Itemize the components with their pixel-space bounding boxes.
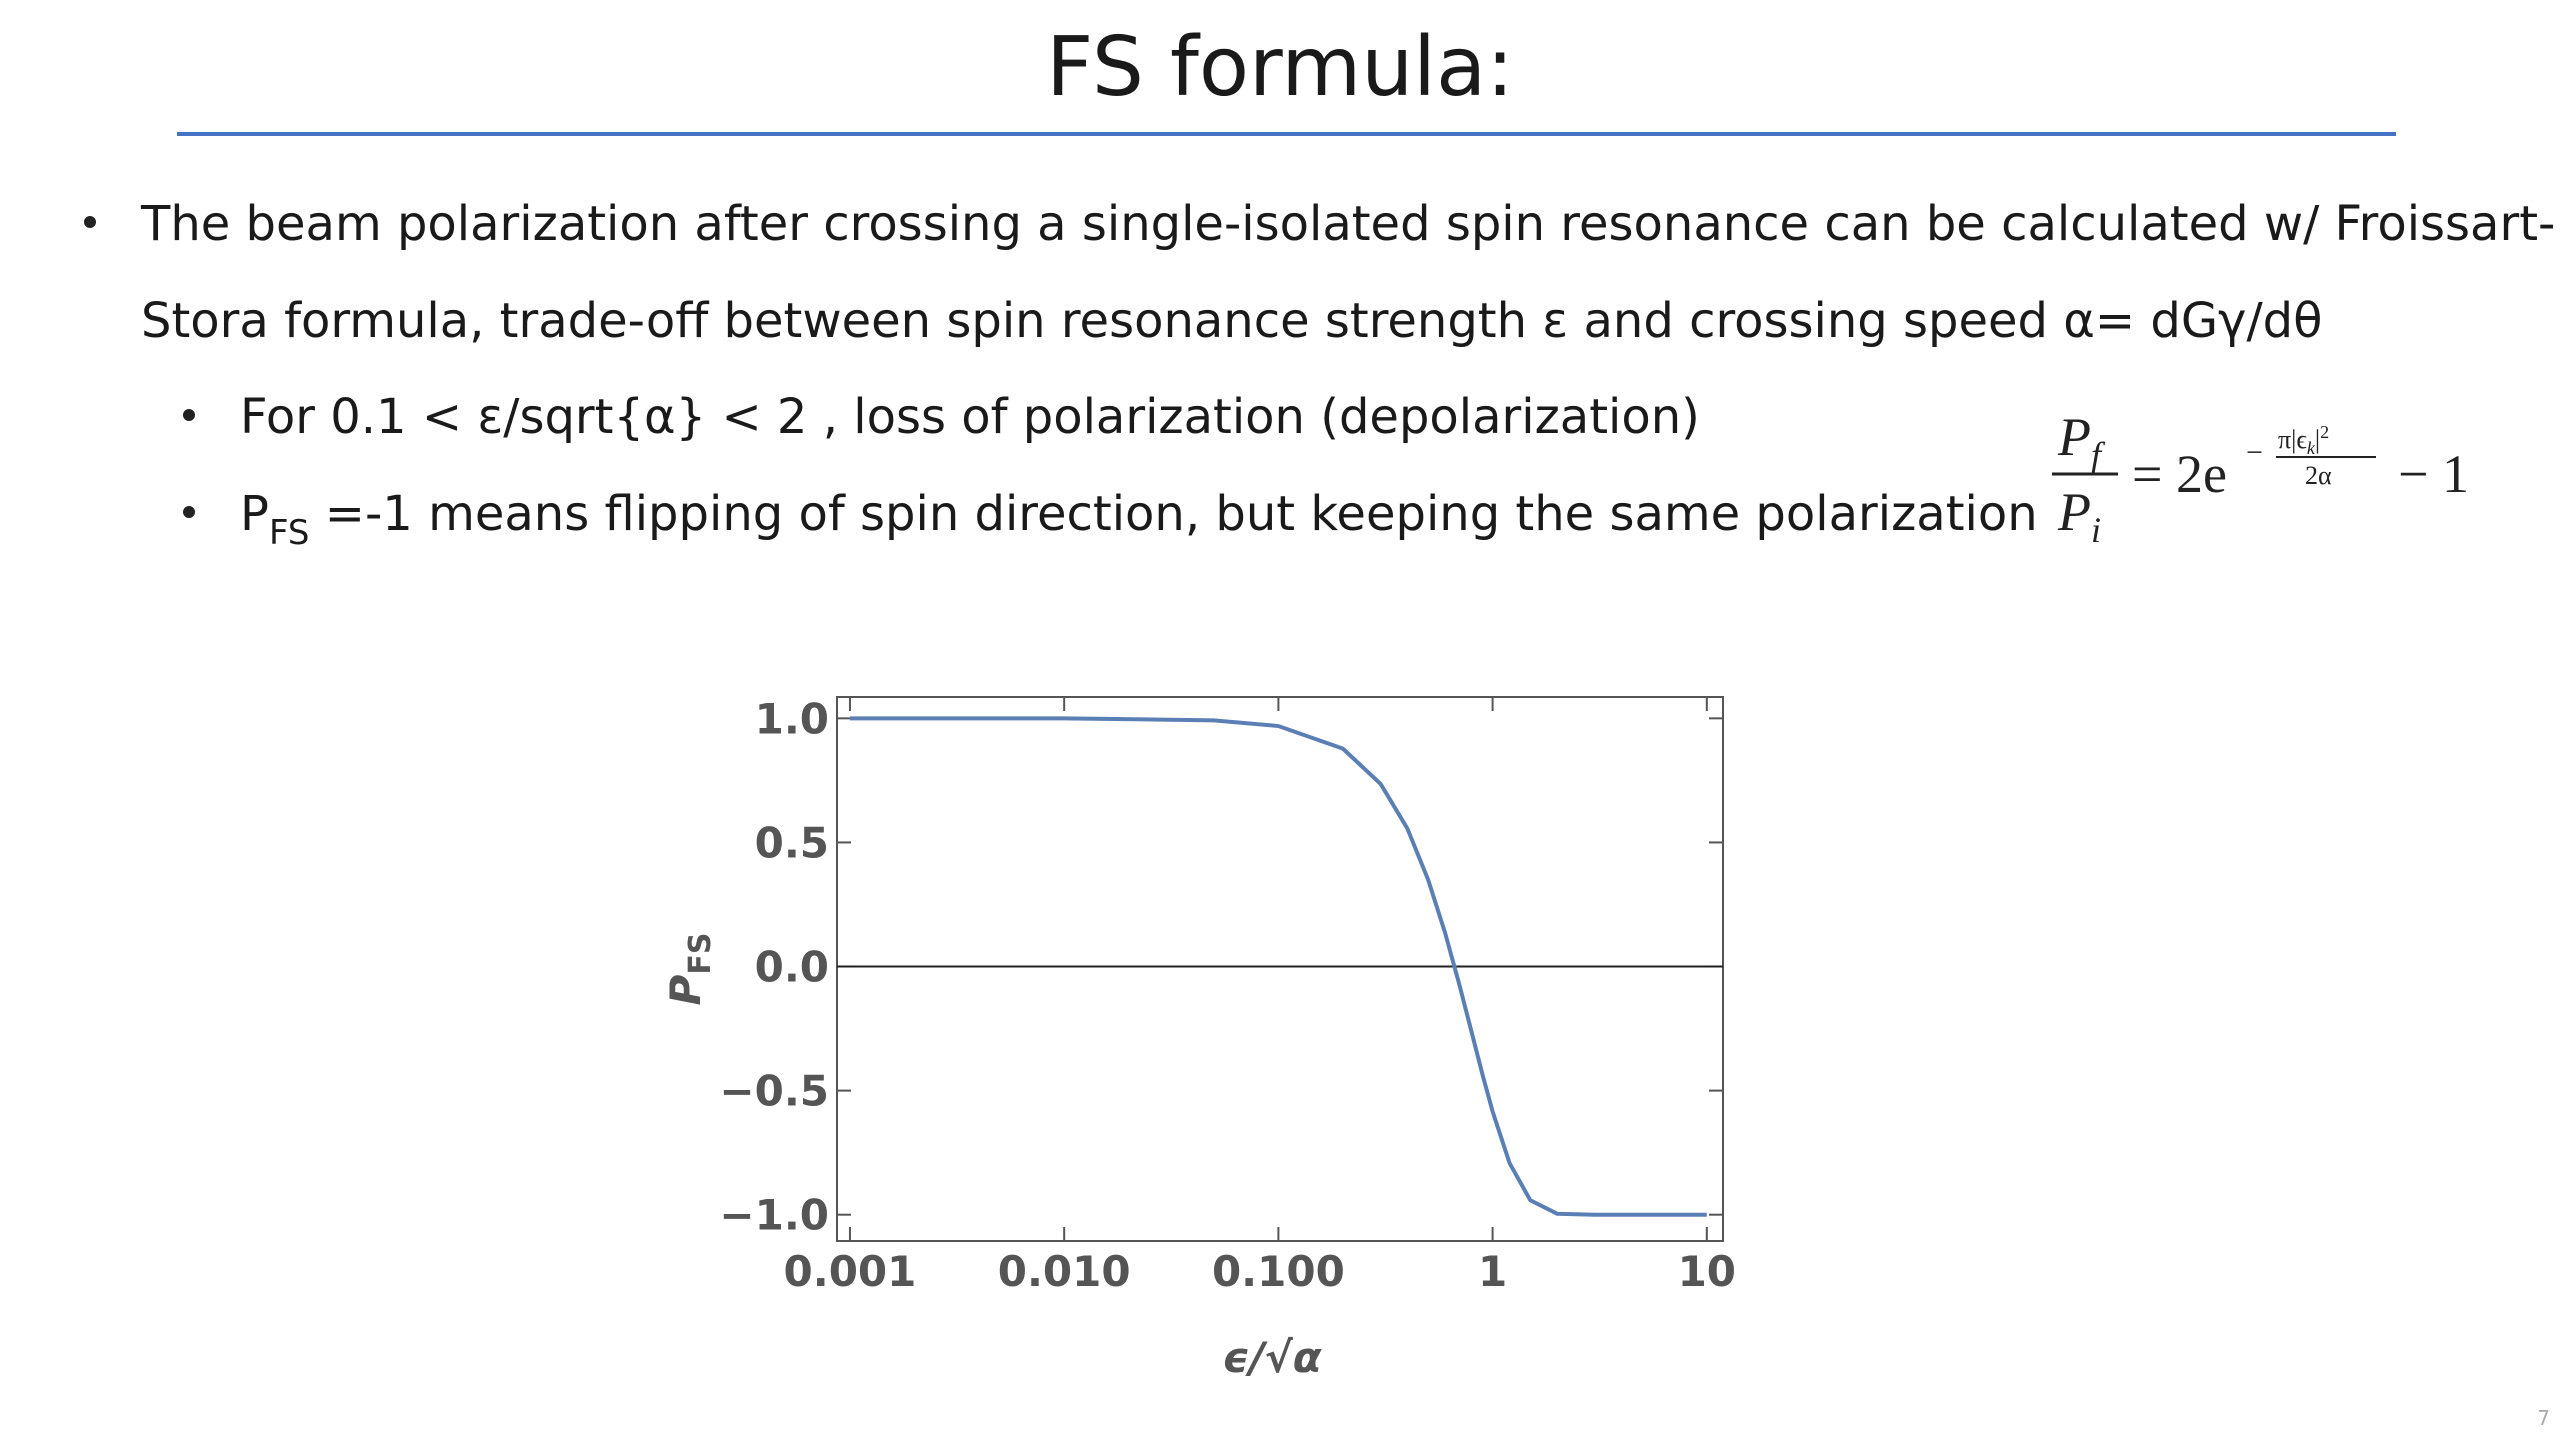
x-tick-label: 0.100	[1212, 1247, 1345, 1296]
x-tick-label: 0.001	[784, 1247, 917, 1296]
y-tick-label: 0.0	[755, 943, 829, 992]
symbol: P	[2057, 407, 2091, 467]
subscript: f	[2091, 435, 2106, 475]
y-tick-label: 0.5	[755, 818, 829, 867]
formula: Pf Pi = 2e − π|ϵk|2 2α − 1	[2052, 407, 2469, 550]
subscript: k	[2307, 438, 2316, 458]
x-tick-label: 1	[1478, 1247, 1507, 1296]
y-tick-label: −1.0	[719, 1191, 829, 1240]
plot-frame	[836, 696, 1724, 1242]
exp-sign: −	[2246, 436, 2263, 469]
symbol: P	[240, 486, 269, 542]
text: =-1 means flipping of spin direction, bu…	[310, 486, 2038, 542]
bullet-text: For 0.1 < ε/sqrt{α} < 2 , loss of polari…	[240, 389, 1700, 445]
tail: − 1	[2398, 444, 2469, 504]
symbol: P	[2057, 482, 2091, 542]
bullet-text: PFS =-1 means flipping of spin direction…	[240, 486, 2038, 553]
text: π|ϵ	[2278, 425, 2307, 454]
bullet-text: The beam polarization after crossing a s…	[140, 196, 2555, 252]
superscript: 2	[2320, 422, 2329, 442]
exp-denominator: 2α	[2305, 461, 2332, 490]
bullet-dot	[183, 506, 195, 518]
subscript: FS	[269, 513, 310, 553]
numerator: Pf	[2057, 407, 2106, 475]
x-axis-label: ϵ/√α	[1222, 1333, 1322, 1382]
subscript: FS	[683, 933, 718, 975]
symbol: P	[661, 974, 710, 1005]
bullet-text: Stora formula, trade-off between spin re…	[141, 293, 2322, 349]
exp-numerator: π|ϵk|2	[2278, 422, 2329, 458]
curve	[849, 716, 1707, 1217]
denominator: Pi	[2057, 482, 2101, 550]
y-axis-label: PFS	[661, 933, 718, 1006]
x-tick-label: 0.010	[998, 1247, 1131, 1296]
rhs: = 2e	[2132, 444, 2227, 504]
y-axis-label-text: PFS	[661, 933, 718, 1006]
bullet-dot	[183, 409, 195, 421]
page-number: 7	[2537, 1406, 2550, 1430]
y-tick-label: 1.0	[755, 694, 829, 743]
x-tick-label: 10	[1678, 1247, 1736, 1296]
subscript: i	[2091, 510, 2101, 550]
y-tick-label: −0.5	[719, 1067, 829, 1116]
text: |	[2315, 425, 2320, 454]
title: FS formula:	[1046, 20, 1514, 115]
bullet-dot	[84, 216, 96, 228]
